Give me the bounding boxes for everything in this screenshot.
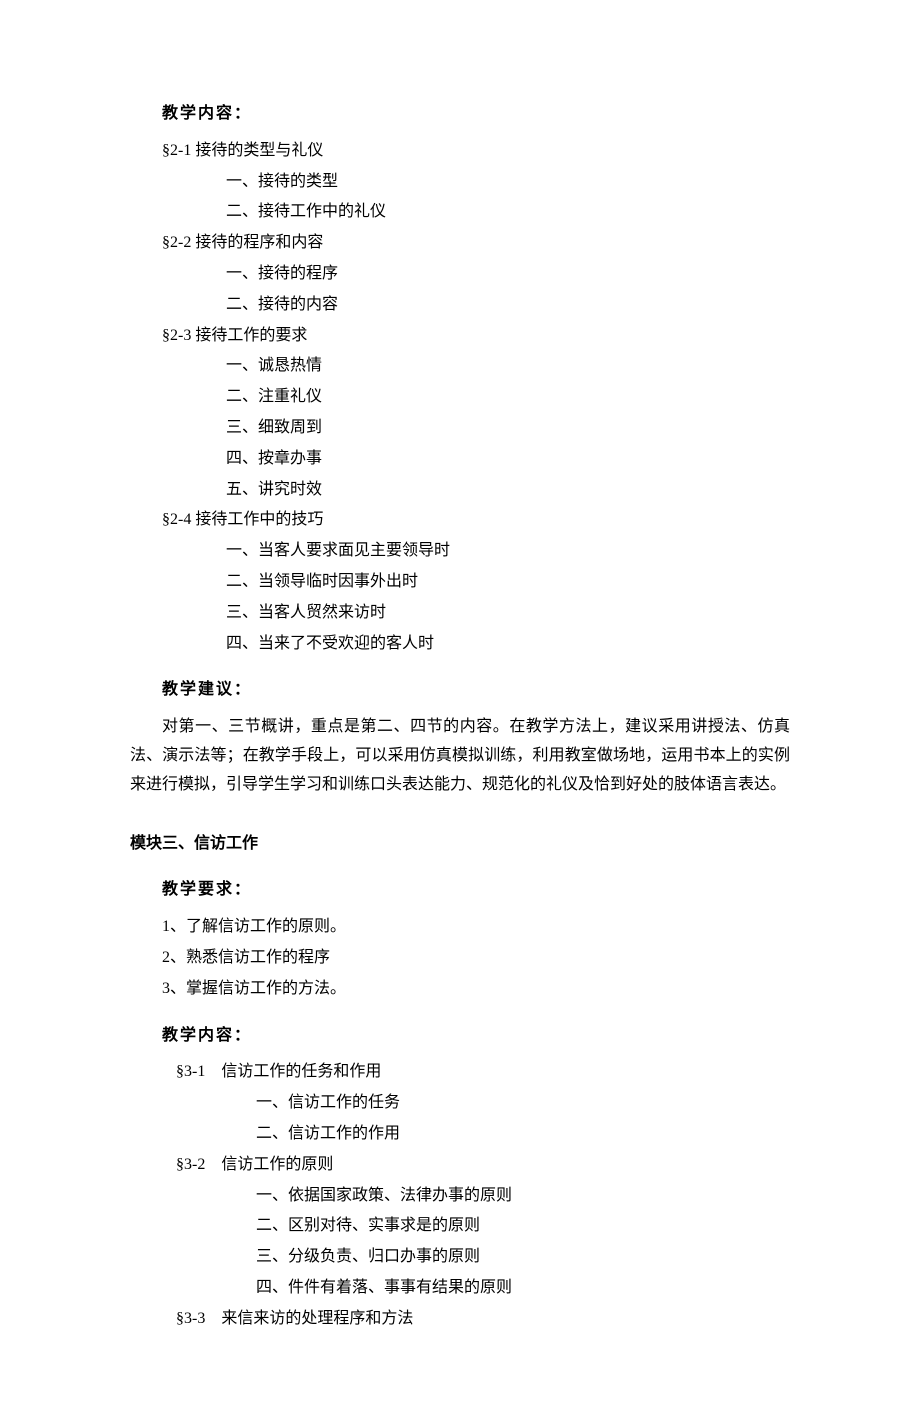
outline-item: 一、信访工作的任务 bbox=[256, 1089, 790, 1118]
outline-item: 一、当客人要求面见主要领导时 bbox=[226, 537, 790, 566]
outline-item: 二、信访工作的作用 bbox=[256, 1120, 790, 1149]
outline-item: 二、当领导临时因事外出时 bbox=[226, 568, 790, 597]
suggestion-paragraph: 对第一、三节概讲，重点是第二、四节的内容。在教学方法上，建议采用讲授法、仿真法、… bbox=[130, 713, 790, 799]
outline-section-3-3: §3-3 来信来访的处理程序和方法 bbox=[176, 1305, 790, 1334]
suggestion-heading: 教学建议： bbox=[162, 676, 790, 705]
outline-item: 四、按章办事 bbox=[226, 445, 790, 474]
outline-section-2-3: §2-3 接待工作的要求 bbox=[162, 322, 790, 351]
outline-item: 三、分级负责、归口办事的原则 bbox=[256, 1243, 790, 1272]
outline-item: 二、接待的内容 bbox=[226, 291, 790, 320]
outline-item: 一、接待的类型 bbox=[226, 168, 790, 197]
requirement-item: 3、掌握信访工作的方法。 bbox=[162, 975, 790, 1004]
outline-item: 一、诚恳热情 bbox=[226, 352, 790, 381]
outline-item: 三、细致周到 bbox=[226, 414, 790, 443]
outline-section-2-2: §2-2 接待的程序和内容 bbox=[162, 229, 790, 258]
outline-section-3-1: §3-1 信访工作的任务和作用 bbox=[176, 1058, 790, 1087]
module-heading-3: 模块三、信访工作 bbox=[130, 830, 790, 859]
outline-section-2-1: §2-1 接待的类型与礼仪 bbox=[162, 137, 790, 166]
requirement-heading: 教学要求： bbox=[162, 876, 790, 905]
outline-item: 五、讲究时效 bbox=[226, 476, 790, 505]
content-heading-module3: 教学内容： bbox=[162, 1022, 790, 1051]
outline-section-2-4: §2-4 接待工作中的技巧 bbox=[162, 506, 790, 535]
outline-item: 四、当来了不受欢迎的客人时 bbox=[226, 630, 790, 659]
requirement-item: 1、了解信访工作的原则。 bbox=[162, 913, 790, 942]
requirement-item: 2、熟悉信访工作的程序 bbox=[162, 944, 790, 973]
outline-item: 四、件件有着落、事事有结果的原则 bbox=[256, 1274, 790, 1303]
outline-item: 二、注重礼仪 bbox=[226, 383, 790, 412]
outline-item: 三、当客人贸然来访时 bbox=[226, 599, 790, 628]
outline-item: 二、区别对待、实事求是的原则 bbox=[256, 1212, 790, 1241]
outline-item: 一、依据国家政策、法律办事的原则 bbox=[256, 1182, 790, 1211]
outline-item: 一、接待的程序 bbox=[226, 260, 790, 289]
outline-section-3-2: §3-2 信访工作的原则 bbox=[176, 1151, 790, 1180]
outline-item: 二、接待工作中的礼仪 bbox=[226, 198, 790, 227]
content-heading-module2: 教学内容： bbox=[162, 100, 790, 129]
